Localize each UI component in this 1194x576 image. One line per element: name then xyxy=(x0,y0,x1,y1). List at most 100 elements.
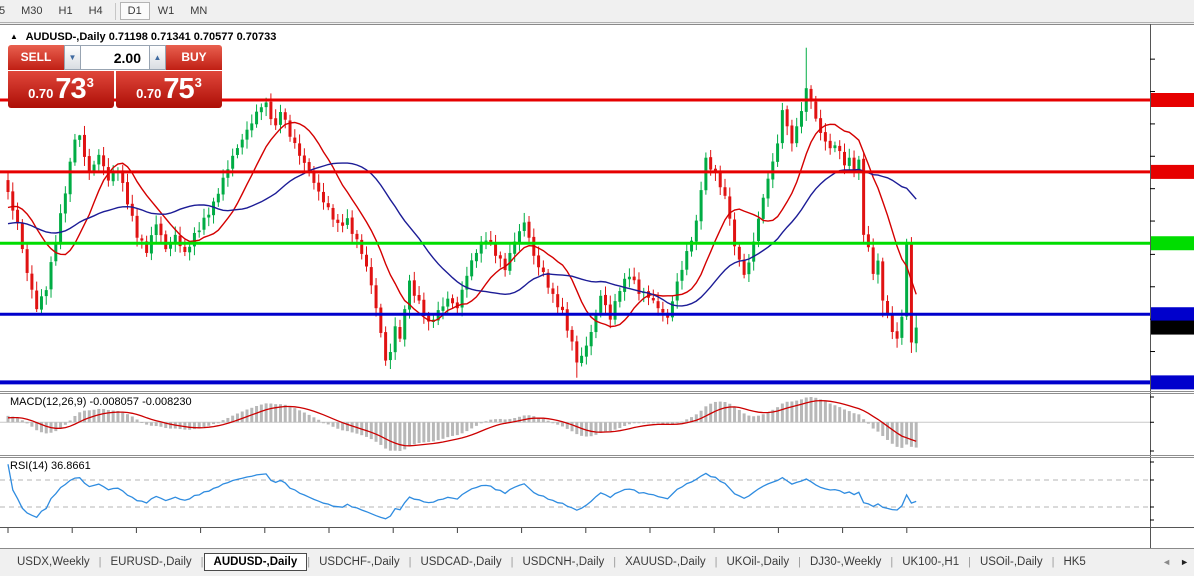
candle-down xyxy=(159,223,163,236)
chart-tab-usdcnh-daily[interactable]: USDCNH-,Daily xyxy=(522,555,605,568)
bid-price-button[interactable]: 0.70 73 3 xyxy=(8,71,114,108)
candle-down xyxy=(374,285,378,309)
collapse-triangle-icon[interactable]: ▲ xyxy=(10,32,18,41)
candle-down xyxy=(307,162,311,173)
candle-down xyxy=(737,246,741,260)
macd-bar xyxy=(900,422,904,448)
candle-down xyxy=(140,238,144,241)
candle-up xyxy=(393,326,397,353)
candle-up xyxy=(761,197,765,219)
macd-bar xyxy=(656,422,660,424)
candle-up xyxy=(914,327,918,344)
chart-tab-bar: USDX,Weekly | EURUSD-,Daily | AUDUSD-,Daily |… xyxy=(0,550,1194,573)
volume-decrease-button[interactable]: ▼ xyxy=(64,45,81,70)
candle-up xyxy=(465,275,469,290)
chart-tab-usdcad-daily[interactable]: USDCAD-,Daily xyxy=(420,555,502,568)
chart-tab-usdx-weekly[interactable]: USDX,Weekly xyxy=(17,555,90,568)
macd-bar xyxy=(876,422,880,432)
tab-separator: | xyxy=(408,555,412,568)
macd-bar xyxy=(140,422,144,424)
ask-price-button[interactable]: 0.70 75 3 xyxy=(116,71,222,108)
candle-down xyxy=(608,304,612,320)
chart-tab-audusd-daily[interactable]: AUDUSD-,Daily xyxy=(203,552,308,571)
macd-bar xyxy=(790,401,794,423)
chart-tab-hk5[interactable]: HK5 xyxy=(1063,555,1086,568)
chart-symbol: AUDUSD-,Daily xyxy=(25,31,106,43)
chart-tab-usoil-daily[interactable]: USOil-,Daily xyxy=(979,555,1043,568)
volume-increase-button[interactable]: ▲ xyxy=(149,45,166,70)
candle-up xyxy=(92,164,96,173)
candle-up xyxy=(216,193,220,203)
timeframe-button-5[interactable]: 5 xyxy=(0,5,6,17)
spin-up-icon: ▲ xyxy=(153,53,162,62)
price-badge xyxy=(1151,236,1194,251)
macd-bar xyxy=(341,422,345,431)
chart-tab-eurusd-daily[interactable]: EURUSD-,Daily xyxy=(110,555,192,568)
macd-bar xyxy=(393,422,397,451)
candle-down xyxy=(145,241,149,253)
candle-down xyxy=(379,307,383,333)
tab-scroll-left-icon[interactable]: ◄ xyxy=(1162,556,1172,567)
macd-bar xyxy=(321,422,325,424)
chart-tab-uk100-h1[interactable]: UK100-,H1 xyxy=(902,555,960,568)
macd-bar xyxy=(403,422,407,450)
macd-bar xyxy=(460,422,464,434)
macd-bar xyxy=(508,418,512,423)
buy-button[interactable]: BUY xyxy=(166,45,222,70)
macd-bar xyxy=(145,422,149,425)
macd-bar xyxy=(264,403,268,423)
candle-down xyxy=(886,300,890,315)
candle-up xyxy=(345,218,349,225)
candle-down xyxy=(828,140,832,149)
candle-up xyxy=(776,143,780,162)
candle-down xyxy=(312,171,316,183)
macd-bar xyxy=(847,411,851,423)
chart-tab-ukoil-daily[interactable]: UKOil-,Daily xyxy=(726,555,790,568)
timeframe-button-d1[interactable]: D1 xyxy=(119,2,150,20)
macd-bar xyxy=(427,422,431,443)
macd-bar xyxy=(221,420,225,423)
chart-tab-usdchf-daily[interactable]: USDCHF-,Daily xyxy=(319,555,400,568)
candle-up xyxy=(278,112,282,125)
candle-down xyxy=(126,182,129,205)
macd-bar xyxy=(608,422,612,432)
macd-bar xyxy=(159,422,163,427)
macd-bar xyxy=(87,410,91,423)
candle-down xyxy=(814,101,818,119)
candle-up xyxy=(111,172,115,182)
timeframe-button-h1[interactable]: H1 xyxy=(58,5,73,17)
candle-down xyxy=(537,255,541,268)
candle-up xyxy=(599,295,603,313)
chart-tab-xauusd-daily[interactable]: XAUUSD-,Daily xyxy=(625,555,706,568)
macd-bar xyxy=(302,412,306,423)
candle-up xyxy=(441,306,445,311)
candle-down xyxy=(823,132,827,142)
candle-up xyxy=(78,135,82,140)
macd-bar xyxy=(78,412,82,423)
one-click-trade-panel: SELL ▼ 2.00 ▲ BUY 0.70 73 3 0.70 75 3 xyxy=(8,45,222,108)
timeframe-button-mn[interactable]: MN xyxy=(190,5,208,17)
macd-bar xyxy=(575,422,579,435)
candle-down xyxy=(709,157,713,170)
candle-up xyxy=(594,313,598,333)
timeframe-button-h4[interactable]: H4 xyxy=(88,5,103,17)
macd-bar xyxy=(102,409,106,423)
chart-tab-dj30-weekly[interactable]: DJ30-,Weekly xyxy=(809,555,882,568)
candle-down xyxy=(398,327,402,339)
candle-up xyxy=(876,260,880,275)
tab-scroll-buttons: ◄ ► xyxy=(1162,550,1189,573)
candle-down xyxy=(718,171,722,188)
tab-scroll-right-icon[interactable]: ► xyxy=(1180,556,1189,567)
timeframe-button-w1[interactable]: W1 xyxy=(157,5,175,17)
candle-up xyxy=(833,145,837,149)
macd-bar xyxy=(126,414,129,423)
volume-input[interactable]: 2.00 xyxy=(81,45,149,70)
candle-down xyxy=(269,101,273,120)
timeframe-button-m30[interactable]: M30 xyxy=(21,5,43,17)
candle-down xyxy=(102,155,106,167)
candle-down xyxy=(20,222,24,250)
macd-bar xyxy=(895,422,899,447)
candle-down xyxy=(871,247,875,274)
sell-button[interactable]: SELL xyxy=(8,45,64,70)
